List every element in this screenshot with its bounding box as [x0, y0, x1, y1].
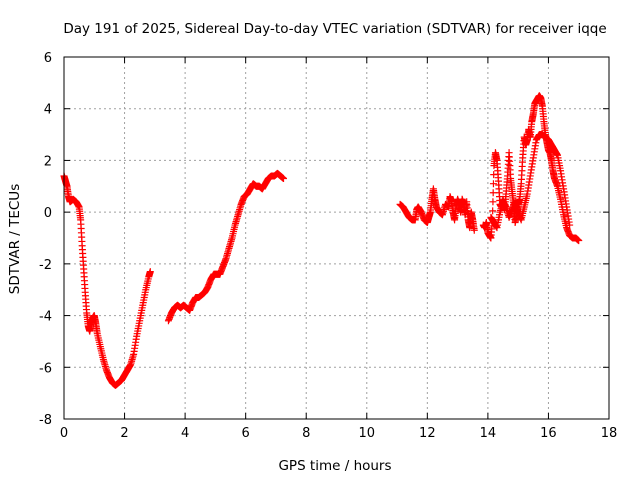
y-tick-label: 4: [44, 103, 52, 118]
y-tick-label: 6: [44, 51, 52, 66]
data-point: [489, 180, 497, 188]
data-point: [470, 226, 478, 234]
x-tick-label: 14: [480, 426, 497, 441]
x-tick-label: 16: [540, 426, 557, 441]
y-tick-label: 0: [44, 206, 52, 221]
y-tick-label: -4: [39, 310, 52, 325]
chart-title: Day 191 of 2025, Sidereal Day-to-day VTE…: [63, 21, 606, 37]
data-markers: [60, 92, 583, 389]
data-point: [489, 189, 497, 197]
y-tick-label: -2: [39, 258, 52, 273]
data-point: [146, 268, 154, 276]
x-tick-label: 10: [359, 426, 376, 441]
y-tick-label: -6: [39, 361, 52, 376]
x-tick-label: 4: [181, 426, 189, 441]
axis-ticks: [63, 56, 610, 420]
x-tick-label: 0: [60, 426, 68, 441]
x-tick-label: 2: [120, 426, 128, 441]
x-tick-label: 12: [419, 426, 436, 441]
x-tick-label: 18: [601, 426, 618, 441]
data-point: [489, 198, 497, 206]
plot-frame: [63, 56, 610, 420]
y-tick-label: 2: [44, 154, 52, 169]
x-tick-label: 8: [302, 426, 310, 441]
data-point: [575, 237, 583, 245]
y-tick-label: -8: [39, 413, 52, 428]
data-point: [280, 175, 288, 183]
data-point: [489, 207, 497, 215]
gridlines: [64, 57, 609, 419]
x-tick-label: 6: [242, 426, 250, 441]
x-axis-label: GPS time / hours: [278, 458, 391, 474]
tick-labels: 0 2 4 6 8 10 12 14 16 18 -8 -6 -4 -2 0 2 4 6: [39, 51, 617, 441]
y-axis-label: SDTVAR / TECUs: [7, 184, 23, 294]
data-point: [566, 221, 574, 229]
